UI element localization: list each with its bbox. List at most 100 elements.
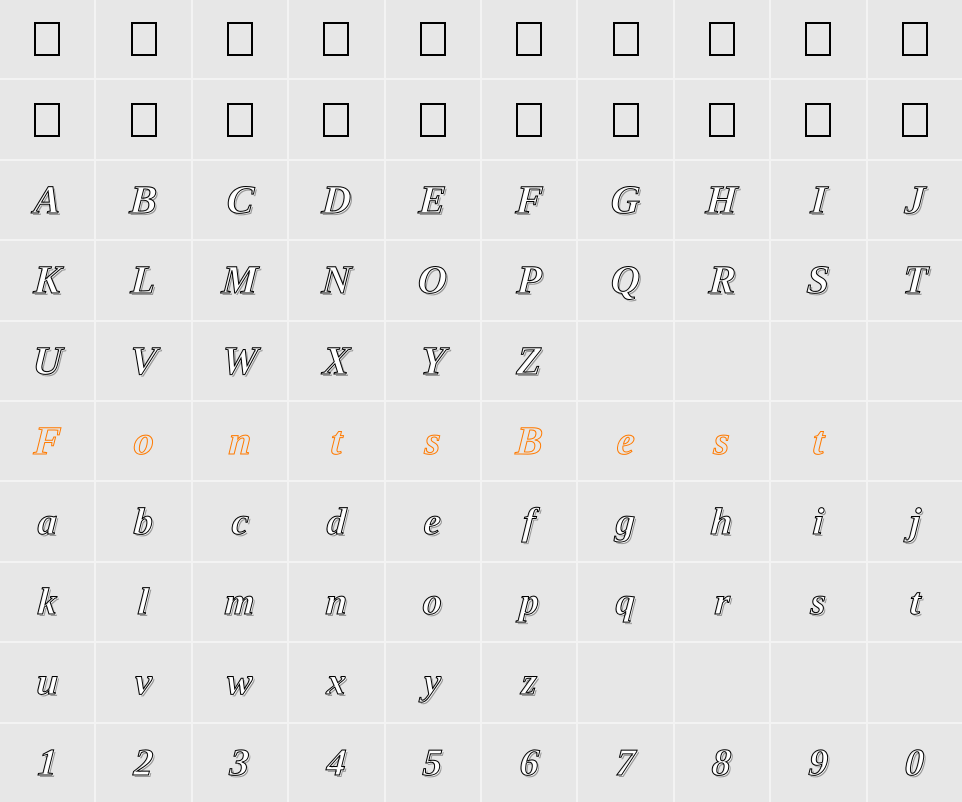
glyph-cell[interactable]: o <box>386 563 480 641</box>
glyph-cell[interactable] <box>868 322 962 400</box>
glyph-cell[interactable]: s <box>675 402 769 480</box>
glyph-cell[interactable]: P <box>482 241 576 319</box>
glyph-cell[interactable]: L <box>96 241 190 319</box>
glyph-cell[interactable]: e <box>386 482 480 560</box>
glyph-cell[interactable]: M <box>193 241 287 319</box>
glyph-cell[interactable] <box>0 0 94 78</box>
glyph-cell[interactable] <box>868 643 962 721</box>
glyph-cell[interactable]: V <box>96 322 190 400</box>
glyph-cell[interactable]: e <box>578 402 672 480</box>
glyph-cell[interactable]: p <box>482 563 576 641</box>
glyph-cell[interactable]: H <box>675 161 769 239</box>
glyph-cell[interactable]: N <box>289 241 383 319</box>
glyph-cell[interactable]: z <box>482 643 576 721</box>
glyph-cell[interactable]: 6 <box>482 724 576 802</box>
glyph-cell[interactable] <box>868 0 962 78</box>
glyph-cell[interactable]: Z <box>482 322 576 400</box>
glyph-cell[interactable]: 4 <box>289 724 383 802</box>
glyph-cell[interactable]: n <box>193 402 287 480</box>
glyph-cell[interactable]: j <box>868 482 962 560</box>
glyph-cell[interactable] <box>482 80 576 158</box>
glyph-cell[interactable]: y <box>386 643 480 721</box>
glyph-cell[interactable]: d <box>289 482 383 560</box>
glyph-cell[interactable]: 8 <box>675 724 769 802</box>
glyph-cell[interactable]: J <box>868 161 962 239</box>
glyph-cell[interactable]: q <box>578 563 672 641</box>
glyph-cell[interactable] <box>578 80 672 158</box>
glyph-cell[interactable]: s <box>386 402 480 480</box>
glyph-cell[interactable] <box>193 80 287 158</box>
glyph-cell[interactable] <box>868 80 962 158</box>
glyph-cell[interactable]: U <box>0 322 94 400</box>
glyph-cell[interactable]: c <box>193 482 287 560</box>
glyph-cell[interactable]: F <box>0 402 94 480</box>
glyph-cell[interactable] <box>771 643 865 721</box>
glyph-cell[interactable]: E <box>386 161 480 239</box>
glyph-cell[interactable]: C <box>193 161 287 239</box>
glyph-cell[interactable]: B <box>482 402 576 480</box>
glyph-cell[interactable]: G <box>578 161 672 239</box>
glyph-cell[interactable] <box>675 322 769 400</box>
glyph-cell[interactable]: W <box>193 322 287 400</box>
glyph-cell[interactable]: F <box>482 161 576 239</box>
glyph-cell[interactable] <box>578 643 672 721</box>
glyph-cell[interactable]: t <box>289 402 383 480</box>
glyph-cell[interactable]: 0 <box>868 724 962 802</box>
glyph-cell[interactable]: x <box>289 643 383 721</box>
glyph-cell[interactable] <box>96 0 190 78</box>
glyph-cell[interactable]: u <box>0 643 94 721</box>
glyph-cell[interactable]: D <box>289 161 383 239</box>
glyph-cell[interactable]: r <box>675 563 769 641</box>
glyph-cell[interactable]: g <box>578 482 672 560</box>
glyph-cell[interactable]: 3 <box>193 724 287 802</box>
glyph-cell[interactable] <box>482 0 576 78</box>
glyph-cell[interactable]: K <box>0 241 94 319</box>
glyph-cell[interactable] <box>578 0 672 78</box>
glyph-cell[interactable]: B <box>96 161 190 239</box>
glyph-cell[interactable]: s <box>771 563 865 641</box>
glyph-cell[interactable]: t <box>771 402 865 480</box>
glyph-cell[interactable]: S <box>771 241 865 319</box>
glyph-cell[interactable]: A <box>0 161 94 239</box>
glyph-cell[interactable] <box>578 322 672 400</box>
glyph-cell[interactable]: i <box>771 482 865 560</box>
glyph-cell[interactable] <box>868 402 962 480</box>
glyph-cell[interactable] <box>289 0 383 78</box>
glyph-cell[interactable]: T <box>868 241 962 319</box>
glyph-cell[interactable] <box>386 80 480 158</box>
glyph-cell[interactable]: 1 <box>0 724 94 802</box>
glyph-cell[interactable] <box>96 80 190 158</box>
glyph-cell[interactable] <box>771 322 865 400</box>
glyph-cell[interactable]: 7 <box>578 724 672 802</box>
glyph-cell[interactable] <box>386 0 480 78</box>
glyph-cell[interactable]: I <box>771 161 865 239</box>
glyph-cell[interactable] <box>675 0 769 78</box>
glyph-cell[interactable]: l <box>96 563 190 641</box>
glyph-cell[interactable]: 9 <box>771 724 865 802</box>
glyph-cell[interactable]: h <box>675 482 769 560</box>
glyph-cell[interactable] <box>771 0 865 78</box>
glyph-cell[interactable]: v <box>96 643 190 721</box>
glyph-cell[interactable]: Q <box>578 241 672 319</box>
glyph-cell[interactable]: O <box>386 241 480 319</box>
glyph-cell[interactable] <box>771 80 865 158</box>
glyph-cell[interactable] <box>675 80 769 158</box>
glyph-cell[interactable]: X <box>289 322 383 400</box>
glyph-cell[interactable] <box>675 643 769 721</box>
glyph-cell[interactable]: t <box>868 563 962 641</box>
glyph-cell[interactable]: n <box>289 563 383 641</box>
glyph-cell[interactable]: k <box>0 563 94 641</box>
glyph-cell[interactable]: o <box>96 402 190 480</box>
glyph-cell[interactable]: 5 <box>386 724 480 802</box>
glyph-cell[interactable] <box>289 80 383 158</box>
glyph-cell[interactable]: 2 <box>96 724 190 802</box>
glyph-cell[interactable] <box>193 0 287 78</box>
glyph-cell[interactable]: b <box>96 482 190 560</box>
glyph-cell[interactable]: m <box>193 563 287 641</box>
glyph-cell[interactable]: f <box>482 482 576 560</box>
glyph-cell[interactable]: Y <box>386 322 480 400</box>
glyph-cell[interactable]: w <box>193 643 287 721</box>
glyph-cell[interactable] <box>0 80 94 158</box>
glyph-cell[interactable]: a <box>0 482 94 560</box>
glyph-cell[interactable]: R <box>675 241 769 319</box>
